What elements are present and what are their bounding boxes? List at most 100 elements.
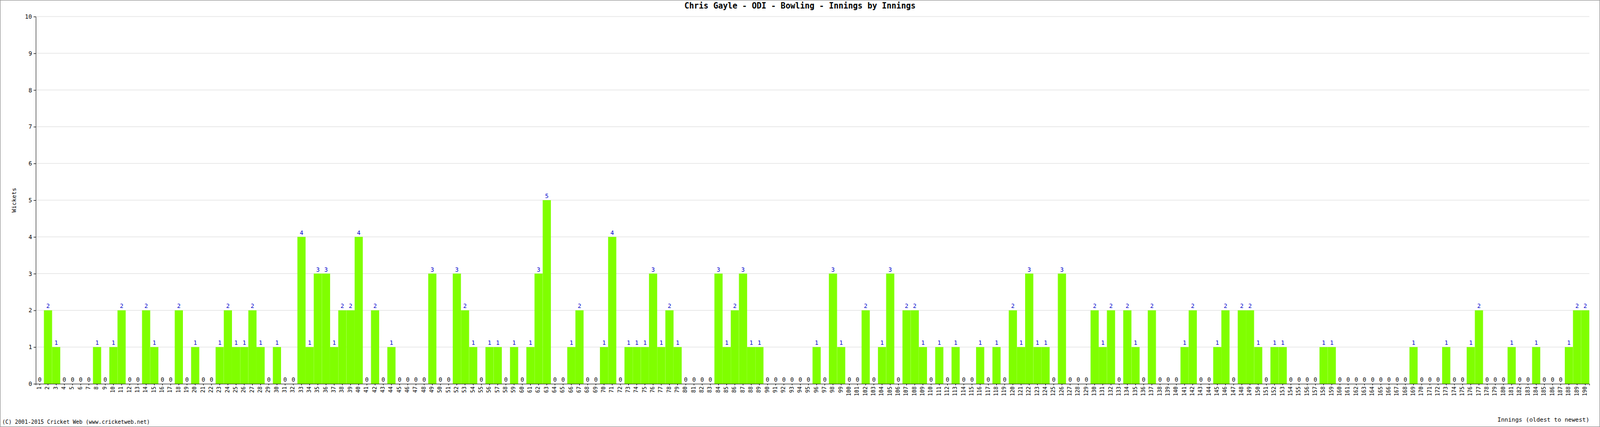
x-tick: 48	[420, 383, 427, 393]
data-label: 0	[1354, 376, 1359, 383]
x-tick: 118	[993, 383, 999, 396]
x-tick-label: 165	[1377, 386, 1384, 396]
x-tick-mark	[1233, 383, 1235, 386]
bar	[558, 383, 567, 384]
bar	[1540, 383, 1549, 384]
x-tick-mark	[1094, 383, 1095, 386]
bar	[1270, 346, 1279, 384]
data-label: 1	[234, 339, 238, 347]
y-tick-label: 5	[28, 196, 32, 204]
data-label: 0	[822, 376, 827, 383]
y-tick-label: 4	[28, 233, 32, 241]
bar	[1082, 383, 1091, 384]
x-tick: 119	[1001, 383, 1007, 396]
x-tick-label: 91	[772, 386, 779, 393]
x-tick-label: 8	[93, 386, 100, 390]
bar	[861, 309, 870, 384]
bar	[894, 383, 903, 384]
x-tick-label: 48	[420, 386, 427, 393]
x-tick: 4	[60, 383, 67, 390]
grid-line	[35, 89, 1590, 91]
y-tick: 3	[28, 270, 36, 278]
x-tick-mark	[1421, 383, 1422, 386]
data-label: 1	[643, 339, 647, 347]
x-tick-mark	[309, 383, 310, 386]
x-tick-mark	[898, 383, 899, 386]
bar	[68, 383, 77, 384]
data-label: 0	[594, 376, 598, 383]
x-tick-label: 135	[1132, 386, 1139, 396]
x-tick-mark	[448, 383, 450, 386]
x-tick: 75	[641, 383, 648, 393]
x-tick-mark	[1249, 383, 1251, 386]
x-tick-label: 179	[1491, 386, 1498, 396]
data-label: 2	[144, 302, 149, 310]
bar	[224, 309, 232, 384]
data-label: 0	[929, 376, 933, 383]
data-label: 1	[1043, 339, 1048, 347]
bar	[469, 346, 478, 384]
data-label: 0	[1493, 376, 1498, 383]
data-label: 0	[782, 376, 787, 383]
x-tick: 26	[240, 383, 247, 393]
x-tick-mark	[758, 383, 760, 386]
x-tick: 47	[412, 383, 419, 393]
x-tick-label: 3	[52, 386, 59, 390]
data-label: 1	[218, 339, 222, 347]
data-label: 3	[831, 266, 836, 274]
x-tick-label: 26	[240, 386, 247, 393]
x-tick-label: 123	[1034, 386, 1040, 396]
x-tick-mark	[849, 383, 850, 386]
x-tick-label: 37	[330, 386, 337, 393]
x-tick-mark	[1528, 383, 1529, 386]
x-tick-label: 56	[485, 386, 492, 393]
x-tick-label: 163	[1361, 386, 1367, 396]
x-tick-mark	[1437, 383, 1439, 386]
x-tick-mark	[1568, 383, 1570, 386]
bar	[190, 346, 199, 384]
x-tick-label: 106	[894, 386, 901, 396]
y-tick-label: 7	[28, 123, 32, 131]
data-label: 0	[1428, 376, 1432, 383]
x-tick: 146	[1221, 383, 1228, 396]
x-tick: 11	[117, 383, 124, 393]
x-tick: 29	[265, 383, 271, 393]
x-tick: 69	[592, 383, 599, 393]
data-label: 1	[332, 339, 336, 347]
x-tick: 137	[1148, 383, 1155, 396]
x-tick-label: 114	[960, 386, 967, 396]
x-tick-label: 64	[551, 386, 558, 393]
x-tick: 130	[1091, 383, 1098, 396]
x-tick-label: 1	[36, 386, 43, 390]
x-tick-label: 45	[396, 386, 403, 393]
data-label: 0	[684, 376, 688, 383]
x-tick-label: 93	[788, 386, 795, 393]
bar	[1237, 309, 1246, 384]
x-tick-mark	[341, 383, 343, 386]
data-label: 1	[1411, 339, 1416, 347]
bar	[1155, 383, 1164, 384]
data-label: 0	[1550, 376, 1555, 383]
bar	[215, 346, 224, 384]
x-tick-mark	[677, 383, 678, 386]
x-tick-mark	[865, 383, 867, 386]
x-tick-mark	[194, 383, 196, 386]
x-tick-label: 36	[322, 386, 329, 393]
x-tick: 68	[584, 383, 590, 393]
x-tick-mark	[824, 383, 826, 386]
x-tick-mark	[88, 383, 90, 386]
x-tick-label: 133	[1115, 386, 1122, 396]
data-label: 0	[37, 376, 42, 383]
x-tick-label: 101	[853, 386, 860, 396]
x-tick-label: 21	[200, 386, 206, 393]
x-tick-mark	[669, 383, 670, 386]
x-tick-mark	[39, 383, 40, 386]
bar	[395, 383, 404, 384]
x-tick-label: 140	[1172, 386, 1179, 396]
data-label: 1	[258, 339, 263, 347]
data-label: 2	[577, 302, 582, 310]
bar	[35, 383, 44, 384]
x-tick-mark	[816, 383, 818, 386]
x-tick-mark	[260, 383, 261, 386]
x-tick: 42	[371, 383, 378, 393]
